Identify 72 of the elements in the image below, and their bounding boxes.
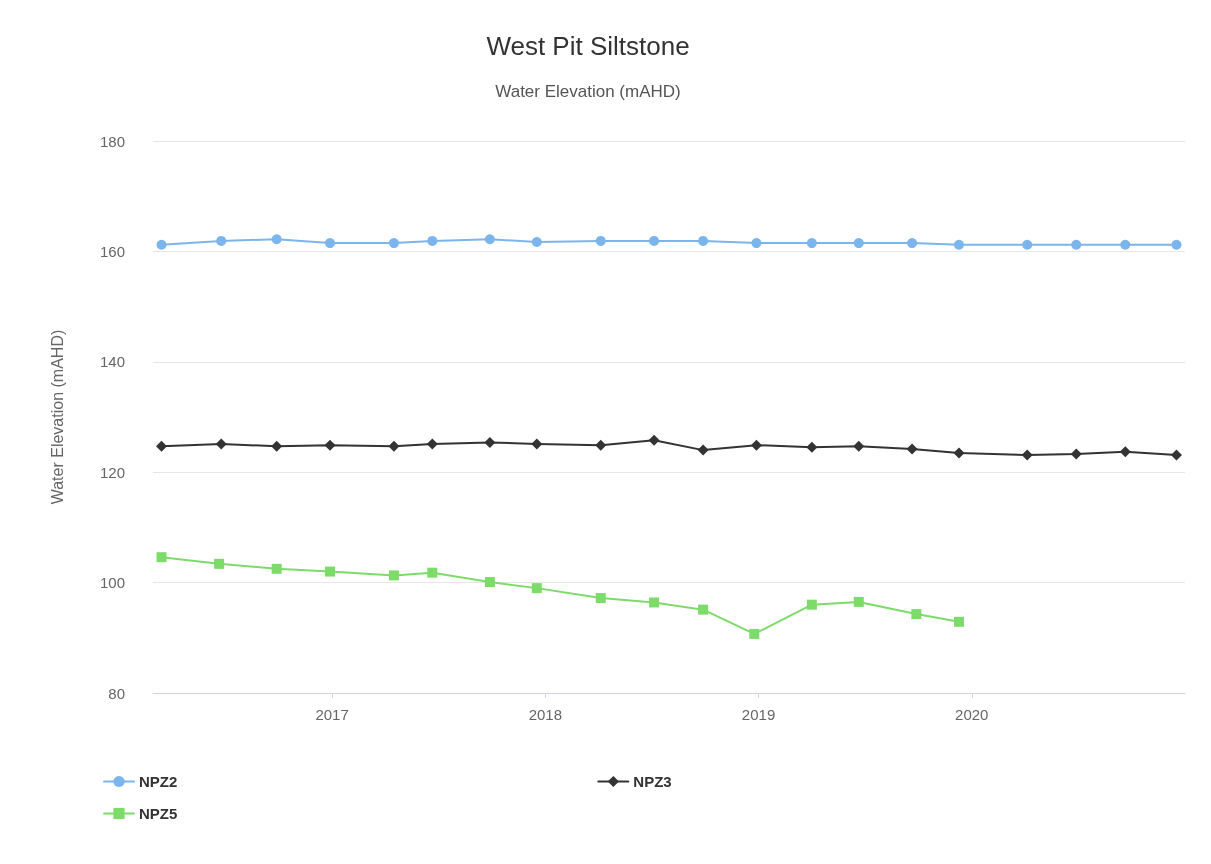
point — [324, 238, 335, 249]
legend-label: NPZ5 — [139, 805, 178, 822]
point — [906, 443, 918, 455]
point — [595, 235, 606, 246]
point — [953, 447, 965, 459]
point — [750, 439, 762, 451]
point — [427, 235, 438, 246]
point — [1022, 239, 1033, 250]
point — [484, 577, 495, 588]
point — [271, 440, 283, 452]
point — [953, 239, 964, 250]
y-tick-label: 140 — [99, 353, 125, 371]
point — [749, 628, 760, 639]
point — [1021, 449, 1033, 461]
point — [216, 235, 227, 246]
point — [853, 440, 865, 452]
point — [1120, 239, 1131, 250]
point — [531, 438, 543, 450]
point — [388, 570, 399, 581]
point — [215, 438, 227, 450]
point — [751, 238, 762, 249]
point — [698, 604, 709, 615]
point — [531, 583, 542, 594]
point — [388, 440, 400, 452]
point — [156, 440, 168, 452]
point — [649, 235, 660, 246]
point — [806, 599, 817, 610]
point — [531, 237, 542, 248]
point — [426, 438, 438, 450]
legend-label: NPZ2 — [139, 773, 178, 790]
x-tick-label: 2019 — [741, 706, 776, 723]
point — [388, 238, 399, 249]
point — [1070, 448, 1082, 460]
chart-title: West Pit Siltstone — [486, 31, 690, 61]
y-tick-label: 120 — [99, 463, 125, 481]
point — [156, 552, 167, 563]
y-tick-label: 80 — [108, 684, 125, 702]
x-tick-label: 2020 — [955, 706, 989, 723]
y-tick-label: 180 — [99, 132, 125, 150]
point — [484, 234, 495, 245]
point — [156, 239, 167, 250]
point — [853, 238, 864, 249]
legend-label: NPZ3 — [633, 773, 672, 790]
x-tick-label: 2018 — [528, 706, 563, 723]
point — [484, 436, 496, 448]
point — [911, 609, 922, 620]
point — [1119, 446, 1131, 458]
point — [806, 238, 817, 249]
point — [271, 234, 282, 245]
point — [214, 558, 225, 569]
point — [806, 441, 818, 453]
point — [907, 238, 918, 249]
y-axis-title: Water Elevation (mAHD) — [48, 329, 66, 505]
y-tick-label: 100 — [99, 574, 125, 592]
point — [697, 444, 709, 456]
chart-subtitle: Water Elevation (mAHD) — [495, 82, 681, 101]
point — [953, 616, 964, 627]
point — [1171, 239, 1182, 250]
y-tick-label: 160 — [99, 242, 125, 260]
x-tick-label: 2017 — [315, 706, 349, 723]
point — [324, 439, 336, 451]
point — [649, 597, 660, 608]
point — [324, 566, 335, 577]
point — [698, 235, 709, 246]
point — [595, 593, 606, 604]
point — [271, 563, 282, 574]
point — [853, 596, 864, 607]
point — [648, 434, 660, 446]
point — [595, 439, 607, 451]
point — [427, 567, 438, 578]
point — [1071, 239, 1082, 250]
point — [1170, 449, 1182, 461]
